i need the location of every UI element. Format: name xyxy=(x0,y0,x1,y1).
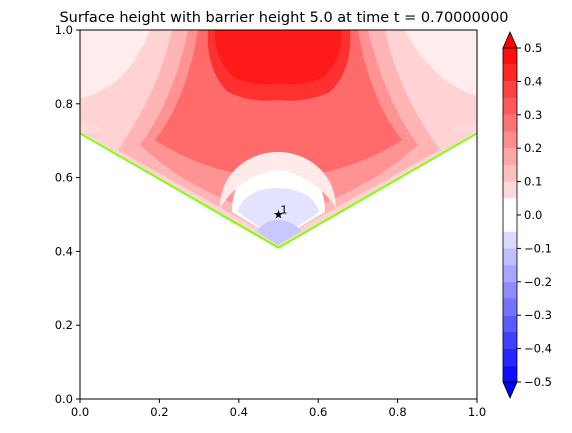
barrier-line xyxy=(79,132,478,249)
colorbar-tick-label: 0.5 xyxy=(524,41,542,55)
colorbar-segment xyxy=(503,164,517,182)
colorbar-segment xyxy=(503,248,517,266)
x-tick-label: 0.8 xyxy=(388,405,406,419)
x-tick-label: 0.2 xyxy=(150,405,168,419)
contour-level-0.05-inner xyxy=(220,152,336,208)
colorbar-tick-label: 0.3 xyxy=(524,108,542,122)
colorbar-tick-label: −0.3 xyxy=(524,308,552,322)
gauge-star-icon: ★ xyxy=(273,208,284,222)
colorbar-segment xyxy=(503,231,517,249)
colorbar-segment xyxy=(503,215,517,232)
colorbar-tick-label: 0.0 xyxy=(524,208,542,222)
x-tick-label: 0.6 xyxy=(309,405,327,419)
colorbar-segment xyxy=(503,331,517,349)
colorbar-segment xyxy=(503,265,517,282)
colorbar-segment xyxy=(503,98,517,115)
colorbar-segment xyxy=(503,131,517,149)
colorbar-segment xyxy=(503,298,517,316)
contour-corner-right xyxy=(452,122,477,132)
y-tick-label: 0.0 xyxy=(55,392,73,406)
colorbar: −0.5 −0.4 −0.3 −0.2 −0.1 0.0 0.1 0.2 0.3 0.4 0.5 xyxy=(502,31,552,399)
colorbar-tick-label: −0.1 xyxy=(524,241,552,255)
colorbar-segment xyxy=(503,148,517,165)
colorbar-extend-max xyxy=(502,31,518,49)
y-tick-label: 1.0 xyxy=(55,23,73,37)
x-tick-label: 0.0 xyxy=(71,405,89,419)
y-tick-label: 0.8 xyxy=(55,97,73,111)
colorbar-segment xyxy=(503,181,517,199)
colorbar-segment xyxy=(503,348,517,366)
colorbar-extend-min xyxy=(502,381,518,399)
y-axis: 0.0 0.2 0.4 0.6 0.8 1.0 xyxy=(55,23,80,406)
contour-corner-left xyxy=(80,122,105,132)
x-tick-label: 0.4 xyxy=(230,405,248,419)
colorbar-tick-label: −0.4 xyxy=(524,342,552,356)
x-tick-label: 1.0 xyxy=(468,405,486,419)
contour-level-neg-0.1 xyxy=(256,220,302,245)
x-axis: 0.0 0.2 0.4 0.6 0.8 1.0 xyxy=(71,399,486,419)
y-tick-label: 0.4 xyxy=(55,244,73,258)
colorbar-tick-label: −0.5 xyxy=(524,375,552,389)
gauge-label: 1 xyxy=(281,204,288,217)
colorbar-segment xyxy=(503,198,517,215)
colorbar-tick-label: 0.2 xyxy=(524,141,542,155)
colorbar-segment xyxy=(503,365,517,382)
colorbar-segment xyxy=(503,81,517,99)
colorbar-tick-label: 0.1 xyxy=(524,175,542,189)
contour-level-0.5 xyxy=(214,30,342,85)
y-tick-label: 0.6 xyxy=(55,171,73,185)
colorbar-segment xyxy=(503,315,517,332)
contour-level-neg-0.05 xyxy=(238,188,319,240)
colorbar-segment xyxy=(503,281,517,299)
gauge-marker: ★ 1 xyxy=(273,204,287,222)
contour-field xyxy=(80,30,477,399)
plot-frame xyxy=(79,29,478,400)
colorbar-segment xyxy=(503,64,517,82)
chart-title: Surface height with barrier height 5.0 a… xyxy=(59,10,508,26)
below-barrier-region xyxy=(80,132,477,399)
colorbar-tick-label: −0.2 xyxy=(524,275,552,289)
y-tick-label: 0.2 xyxy=(55,318,73,332)
colorbar-segment xyxy=(503,114,517,132)
colorbar-tick-label: 0.4 xyxy=(524,74,542,88)
colorbar-segment xyxy=(503,48,517,65)
